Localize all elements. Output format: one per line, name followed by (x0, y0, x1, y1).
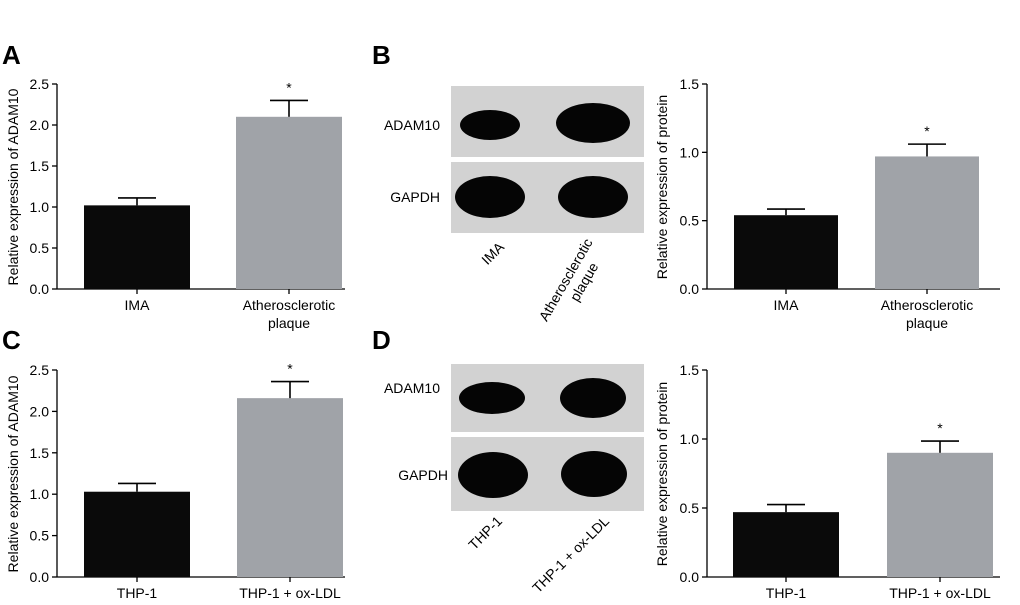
blot-b-lane-label-plaque: Atherosclerotic plaque (535, 236, 601, 324)
blot-b-row-label-gapdh: GAPDH (390, 189, 440, 205)
bar-chart-b: 0.0 0.5 1.0 1.5 Relative expression of prote… (654, 76, 1000, 331)
blot-d-row-label-gapdh: GAPDH (398, 467, 448, 483)
blot-b-band-adam10-plaque (556, 103, 630, 143)
chart-d-significance-marker: * (937, 420, 943, 436)
chart-a-y-tick-label: 1.5 (30, 158, 50, 174)
chart-a-bar (236, 116, 342, 289)
blot-b-band-adam10-ima (460, 110, 520, 140)
chart-c-y-tick-label: 0.0 (30, 569, 50, 585)
chart-d-y-tick-label: 1.0 (680, 431, 700, 447)
chart-c-y-tick-label: 0.5 (30, 528, 50, 544)
panel-letter-b: B (372, 40, 391, 70)
blot-b-lane-label-ima: IMA (478, 238, 507, 267)
chart-a-y-axis-title: Relative expression of ADAM10 (5, 88, 21, 285)
chart-b-bar (734, 215, 838, 289)
chart-b-y-tick-label: 1.0 (680, 144, 700, 160)
chart-c-y-axis-title: Relative expression of ADAM10 (5, 375, 21, 572)
panel-letter-c: C (2, 325, 21, 355)
chart-b-y-tick-label: 1.5 (680, 76, 700, 92)
chart-a-significance-marker: * (286, 79, 292, 95)
chart-d-y-tick-label: 0.5 (680, 500, 700, 516)
chart-d-category-label: THP-1 (766, 585, 807, 601)
chart-d-category-label: THP-1 + ox-LDL (889, 585, 991, 601)
chart-c-y-tick-label: 2.0 (30, 403, 50, 419)
chart-b-y-tick-label: 0.5 (680, 213, 700, 229)
chart-b-bar (875, 156, 979, 289)
blot-b-band-gapdh-ima (455, 176, 525, 218)
blot-b-band-gapdh-plaque (558, 176, 628, 218)
chart-c-y-tick-label: 2.5 (30, 362, 50, 378)
bar-chart-a: 0.0 0.5 1.0 1.5 2.0 2.5 Relative expression of… (5, 76, 345, 331)
blot-d-band-adam10-thp1 (459, 382, 525, 414)
chart-a-y-tick-label: 2.0 (30, 117, 50, 133)
chart-b-y-tick-label: 0.0 (680, 281, 700, 297)
chart-a-y-tick-label: 0.0 (30, 281, 50, 297)
chart-a-category-label: IMA (125, 297, 151, 313)
chart-b-significance-marker: * (924, 123, 930, 139)
blot-d-lane-label-thp1: THP-1 (465, 513, 505, 553)
chart-a-category-label: Atherosclerotic (243, 297, 336, 313)
chart-a-y-tick-label: 2.5 (30, 76, 50, 92)
chart-c-y-tick-label: 1.5 (30, 445, 50, 461)
chart-c-bar (237, 398, 343, 577)
chart-a-y-tick-label: 1.0 (30, 199, 50, 215)
panel-letter-a: A (2, 40, 21, 70)
chart-c-category-label: THP-1 (117, 585, 158, 601)
blot-d-band-adam10-oxldl (560, 378, 626, 418)
western-blot-d: ADAM10 GAPDH THP-1 THP-1 + ox-LDL (384, 364, 644, 596)
blot-d-lane-label-oxldl: THP-1 + ox-LDL (529, 513, 612, 596)
blot-d-band-gapdh-thp1 (458, 452, 528, 498)
blot-d-band-gapdh-oxldl (561, 451, 627, 497)
chart-b-category-label: Atherosclerotic (881, 297, 974, 313)
chart-c-significance-marker: * (287, 361, 293, 377)
chart-b-y-axis-title: Relative expression of protein (654, 95, 670, 279)
chart-d-y-tick-label: 1.5 (680, 362, 700, 378)
chart-d-bar (733, 512, 839, 577)
panel-letter-d: D (372, 325, 391, 355)
chart-a-y-tick-label: 0.5 (30, 240, 50, 256)
bar-chart-c: 0.0 0.5 1.0 1.5 2.0 2.5 Relative expression of… (5, 361, 345, 601)
bar-chart-d: 0.0 0.5 1.0 1.5 Relative expression of prote… (654, 362, 1000, 601)
chart-a-category-label: plaque (268, 315, 310, 331)
chart-c-y-tick-label: 1.0 (30, 486, 50, 502)
chart-d-y-axis-title: Relative expression of protein (654, 382, 670, 566)
chart-c-bar (84, 491, 190, 577)
blot-b-row-label-adam10: ADAM10 (384, 117, 440, 133)
western-blot-b: ADAM10 GAPDH IMA Atherosclerotic plaque (384, 86, 644, 324)
chart-d-bar (887, 452, 993, 577)
chart-a-bar (84, 205, 190, 289)
chart-d-y-tick-label: 0.0 (680, 569, 700, 585)
chart-c-category-label: THP-1 + ox-LDL (239, 585, 341, 601)
blot-d-row-label-adam10: ADAM10 (384, 380, 440, 396)
chart-b-category-label: IMA (774, 297, 800, 313)
chart-b-category-label: plaque (906, 315, 948, 331)
